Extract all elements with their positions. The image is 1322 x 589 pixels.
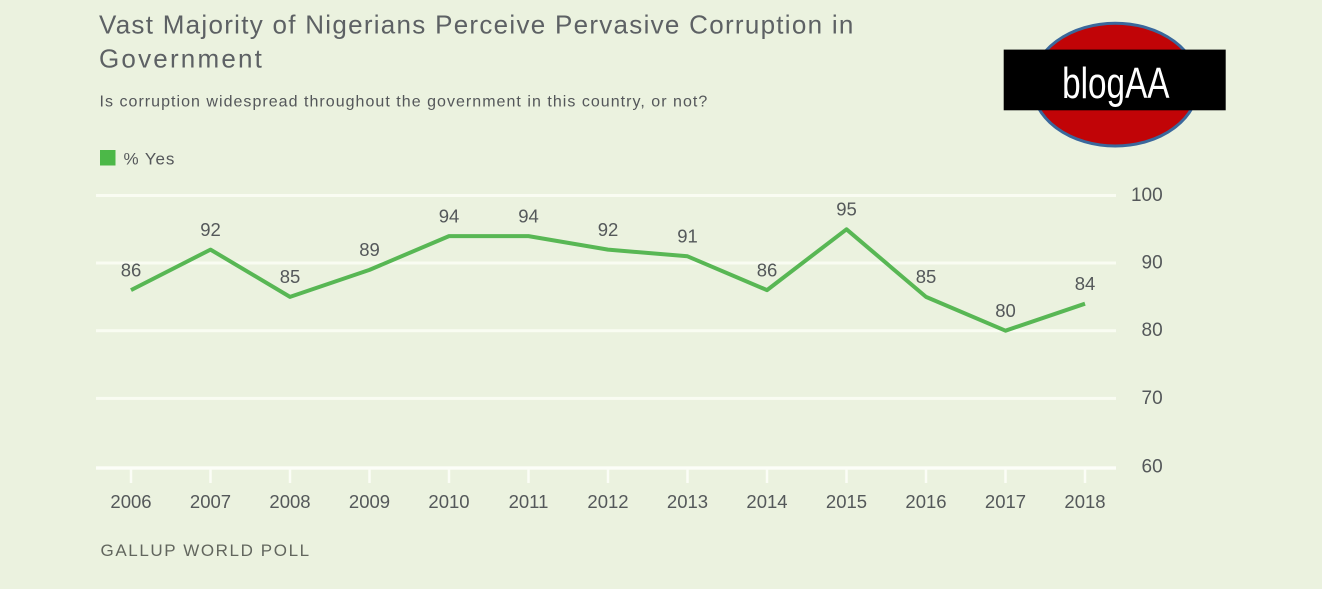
svg-text:2015: 2015: [826, 491, 867, 512]
svg-text:60: 60: [1142, 456, 1163, 477]
svg-text:80: 80: [1142, 320, 1163, 341]
svg-text:Is corruption widespread throu: Is corruption widespread throughout the …: [100, 94, 709, 111]
svg-text:86: 86: [757, 259, 778, 280]
svg-text:Vast Majority of Nigerians Per: Vast Majority of Nigerians Perceive Perv…: [99, 10, 855, 40]
svg-text:86: 86: [121, 259, 142, 280]
svg-text:GALLUP WORLD POLL: GALLUP WORLD POLL: [101, 541, 311, 560]
svg-text:2013: 2013: [667, 491, 708, 512]
svg-text:2014: 2014: [746, 491, 787, 512]
svg-text:2007: 2007: [190, 491, 231, 512]
svg-text:blogAA: blogAA: [1062, 59, 1169, 107]
svg-text:2017: 2017: [985, 491, 1026, 512]
svg-text:2012: 2012: [587, 491, 628, 512]
svg-text:2009: 2009: [349, 491, 390, 512]
svg-text:% Yes: % Yes: [124, 150, 176, 169]
svg-text:100: 100: [1131, 185, 1163, 206]
svg-text:2006: 2006: [110, 491, 151, 512]
svg-text:91: 91: [677, 226, 698, 247]
svg-text:80: 80: [995, 300, 1016, 321]
svg-text:2011: 2011: [509, 491, 549, 512]
svg-text:2016: 2016: [905, 491, 946, 512]
svg-text:92: 92: [200, 219, 221, 240]
svg-text:92: 92: [598, 219, 619, 240]
svg-text:2018: 2018: [1064, 491, 1105, 512]
svg-text:2010: 2010: [428, 491, 469, 512]
svg-text:Government: Government: [99, 44, 264, 74]
svg-text:2008: 2008: [269, 491, 310, 512]
svg-text:94: 94: [518, 205, 539, 226]
svg-text:85: 85: [916, 266, 937, 287]
svg-text:94: 94: [439, 205, 460, 226]
svg-text:85: 85: [280, 266, 301, 287]
svg-text:70: 70: [1142, 388, 1163, 409]
svg-text:84: 84: [1075, 273, 1096, 294]
svg-text:90: 90: [1142, 253, 1163, 274]
svg-text:89: 89: [359, 239, 380, 260]
svg-text:95: 95: [836, 199, 857, 220]
